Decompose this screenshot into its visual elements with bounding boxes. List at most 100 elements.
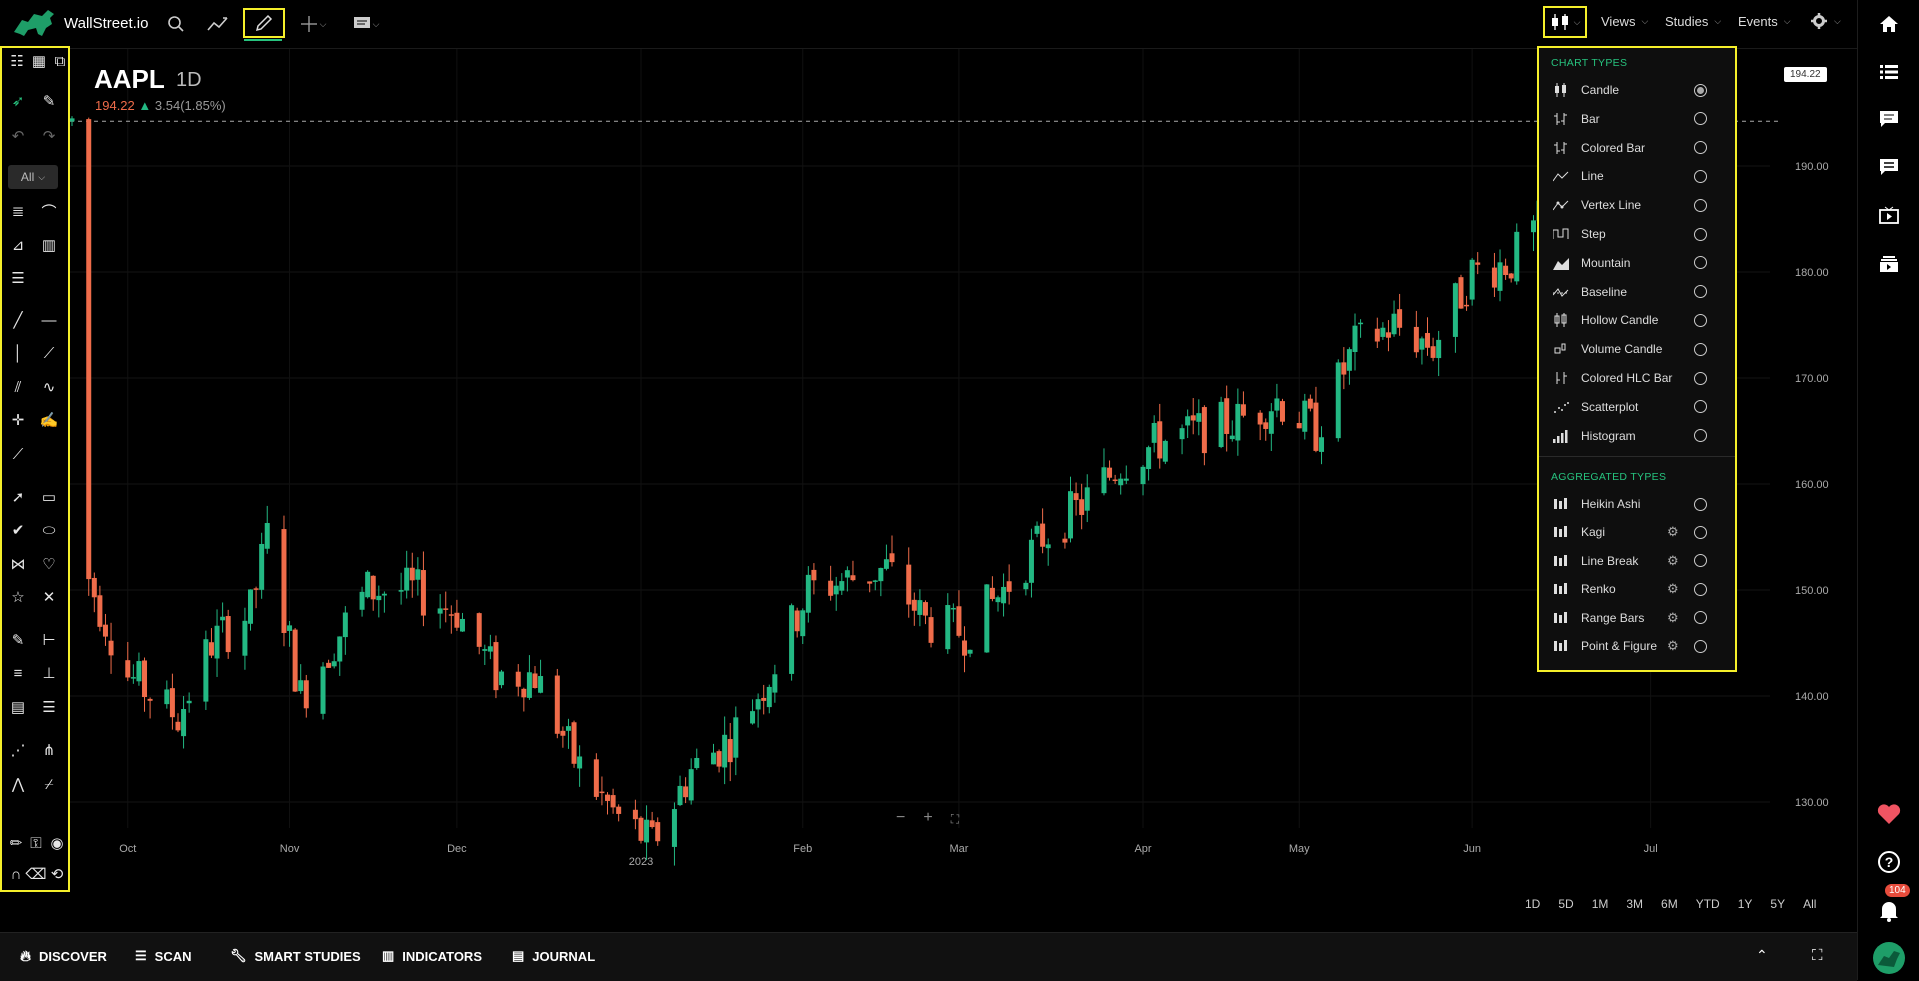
gear-icon[interactable]: ⚙ [1667,524,1679,540]
home-button[interactable] [1858,10,1919,38]
help-button[interactable]: ? [1858,848,1919,876]
radio-button[interactable] [1694,285,1707,299]
ellipse-icon[interactable]: ⬭ [42,521,56,539]
draw-toggle-button[interactable] [243,8,285,38]
ray-icon[interactable]: ⟋ [43,344,55,362]
radio-button[interactable] [1694,639,1707,653]
tool-filter-select[interactable]: All ⌵ [8,165,58,189]
notifications-button[interactable] [1858,896,1919,924]
ruler-icon[interactable]: ✎ [42,93,56,110]
eye-icon[interactable]: ◉ [50,835,64,852]
chart-type-line[interactable]: Line [1539,163,1735,189]
chart-type-bar[interactable]: Bar [1539,106,1735,132]
gear-icon[interactable]: ⚙ [1667,552,1679,568]
layout-list-icon[interactable]: ☷ [10,53,24,70]
chart-canvas[interactable]: 190.00 180.00 170.00 160.00 150.00 140.00 130.… [70,48,1857,888]
radio-button[interactable] [1694,497,1707,511]
expand-up-icon[interactable]: ⌃ [1756,947,1768,963]
range-1d[interactable]: 1D [1525,897,1541,911]
favorites-button[interactable] [1858,800,1919,828]
events-menu[interactable]: Events ⌵ [1738,14,1791,29]
journal-tab[interactable]: ▤ JOURNAL [512,948,595,964]
chart-type-step[interactable]: Step [1539,221,1735,247]
star-icon[interactable]: ☆ [11,589,25,606]
range-5y[interactable]: 5Y [1770,897,1786,911]
radio-button[interactable] [1694,371,1707,385]
zoom-in-button[interactable]: + [923,809,933,826]
search-button[interactable] [162,12,190,36]
gear-icon[interactable]: ⚙ [1667,581,1679,597]
magnet-icon[interactable]: ∩ [10,865,22,883]
crosshair-button[interactable]: ⌵ [293,12,333,36]
fib-lines-icon[interactable]: ≡ [13,664,23,682]
chart-type-heikin-ashi[interactable]: Heikin Ashi [1539,491,1735,517]
chart-type-mountain[interactable]: Mountain [1539,250,1735,276]
studies-menu[interactable]: Studies ⌵ [1665,14,1721,29]
radio-button[interactable] [1694,256,1707,270]
line-icon[interactable]: ╱ [13,312,23,329]
radio-button[interactable] [1694,198,1707,212]
price-chart[interactable]: 190.00 180.00 170.00 160.00 150.00 140.00 130.… [70,48,1857,888]
discover-tab[interactable]: 🔥︎ DISCOVER [20,948,107,965]
radio-button[interactable] [1694,582,1707,596]
radio-button[interactable] [1694,112,1707,126]
fib-retracement-icon[interactable]: ≣ [11,203,25,220]
chart-type-vertex-line[interactable]: Vertex Line [1539,192,1735,218]
gann-fan-icon[interactable]: ⊿ [11,237,25,254]
gann-grid-icon[interactable]: ▥ [41,237,57,254]
undo-icon[interactable]: ↶ [11,128,25,145]
radio-button[interactable] [1694,611,1707,625]
projection-icon[interactable]: ⌿ [44,775,54,793]
scan-tab[interactable]: ☰ SCAN [135,948,192,964]
volume-profile-icon[interactable]: ▤ [10,699,26,716]
range-all[interactable]: All [1803,897,1817,911]
pitchfork-icon[interactable]: ⋔ [42,742,56,759]
lock-icon[interactable]: ⚿ [30,834,42,852]
check-icon[interactable]: ✔ [11,522,25,539]
crosshair-icon[interactable]: ✛ [11,412,25,429]
redo-icon[interactable]: ↷ [42,128,56,145]
chart-type-point-figure[interactable]: Point & Figure ⚙ [1539,633,1735,659]
chart-type-renko[interactable]: Renko ⚙ [1539,576,1735,602]
fib-time-icon[interactable]: ☰ [11,270,25,287]
pencil-icon[interactable]: ✎ [11,632,25,649]
x-mark-icon[interactable]: ✕ [42,589,56,606]
radio-button[interactable] [1694,141,1707,155]
chart-type-colored-hlc-bar[interactable]: Colored HLC Bar [1539,365,1735,391]
comments-button[interactable]: ⌵ [346,12,386,36]
fullscreen-icon[interactable]: ⛶ [1812,947,1823,964]
views-menu[interactable]: Views ⌵ [1601,14,1648,29]
arrow-icon[interactable]: ➚ [11,489,25,506]
chart-type-candle[interactable]: Candle [1539,77,1735,103]
chart-type-baseline[interactable]: Baseline [1539,279,1735,305]
radio-button[interactable] [1694,554,1707,568]
fullscreen-icon[interactable]: ⛶ [950,812,960,826]
gear-icon[interactable]: ⚙ [1667,609,1679,625]
smart-studies-tab[interactable]: 🔧︎ SMART STUDIES [230,948,361,964]
radio-button[interactable] [1694,342,1707,356]
radio-button[interactable] [1694,313,1707,327]
layout-grid-icon[interactable]: ▦ [31,53,47,70]
settings-menu[interactable]: ⌵ [1810,12,1841,30]
video-button[interactable] [1858,201,1919,229]
select-arrow-icon[interactable]: ➶ [11,93,25,110]
wave-icon[interactable]: ∿ [42,379,56,396]
indicators-tab[interactable]: ▥ INDICATORS [382,948,482,964]
heart-icon[interactable]: ♡ [42,556,56,573]
parallel-channel-icon[interactable]: ⫽ [14,378,22,396]
chart-type-scatterplot[interactable]: Scatterplot [1539,394,1735,420]
gear-icon[interactable]: ⚙ [1667,638,1679,653]
chart-type-line-break[interactable]: Line Break ⚙ [1539,548,1735,574]
range-1y[interactable]: 1Y [1737,897,1753,911]
radio-button[interactable] [1694,525,1707,539]
rectangle-icon[interactable]: ▭ [41,489,57,506]
range-1m[interactable]: 1M [1591,897,1609,911]
zigzag-icon[interactable]: ⋀ [11,776,25,793]
interval-label[interactable]: 1D [176,69,202,91]
popout-icon[interactable]: ⧉ [54,52,66,70]
app-logo[interactable]: WallStreet.io [12,6,148,40]
price-range-icon[interactable]: ⊥ [42,665,56,682]
chart-type-colored-bar[interactable]: Colored Bar [1539,135,1735,161]
segment-icon[interactable]: ⟋ [12,445,24,463]
range-6m[interactable]: 6M [1661,897,1678,911]
